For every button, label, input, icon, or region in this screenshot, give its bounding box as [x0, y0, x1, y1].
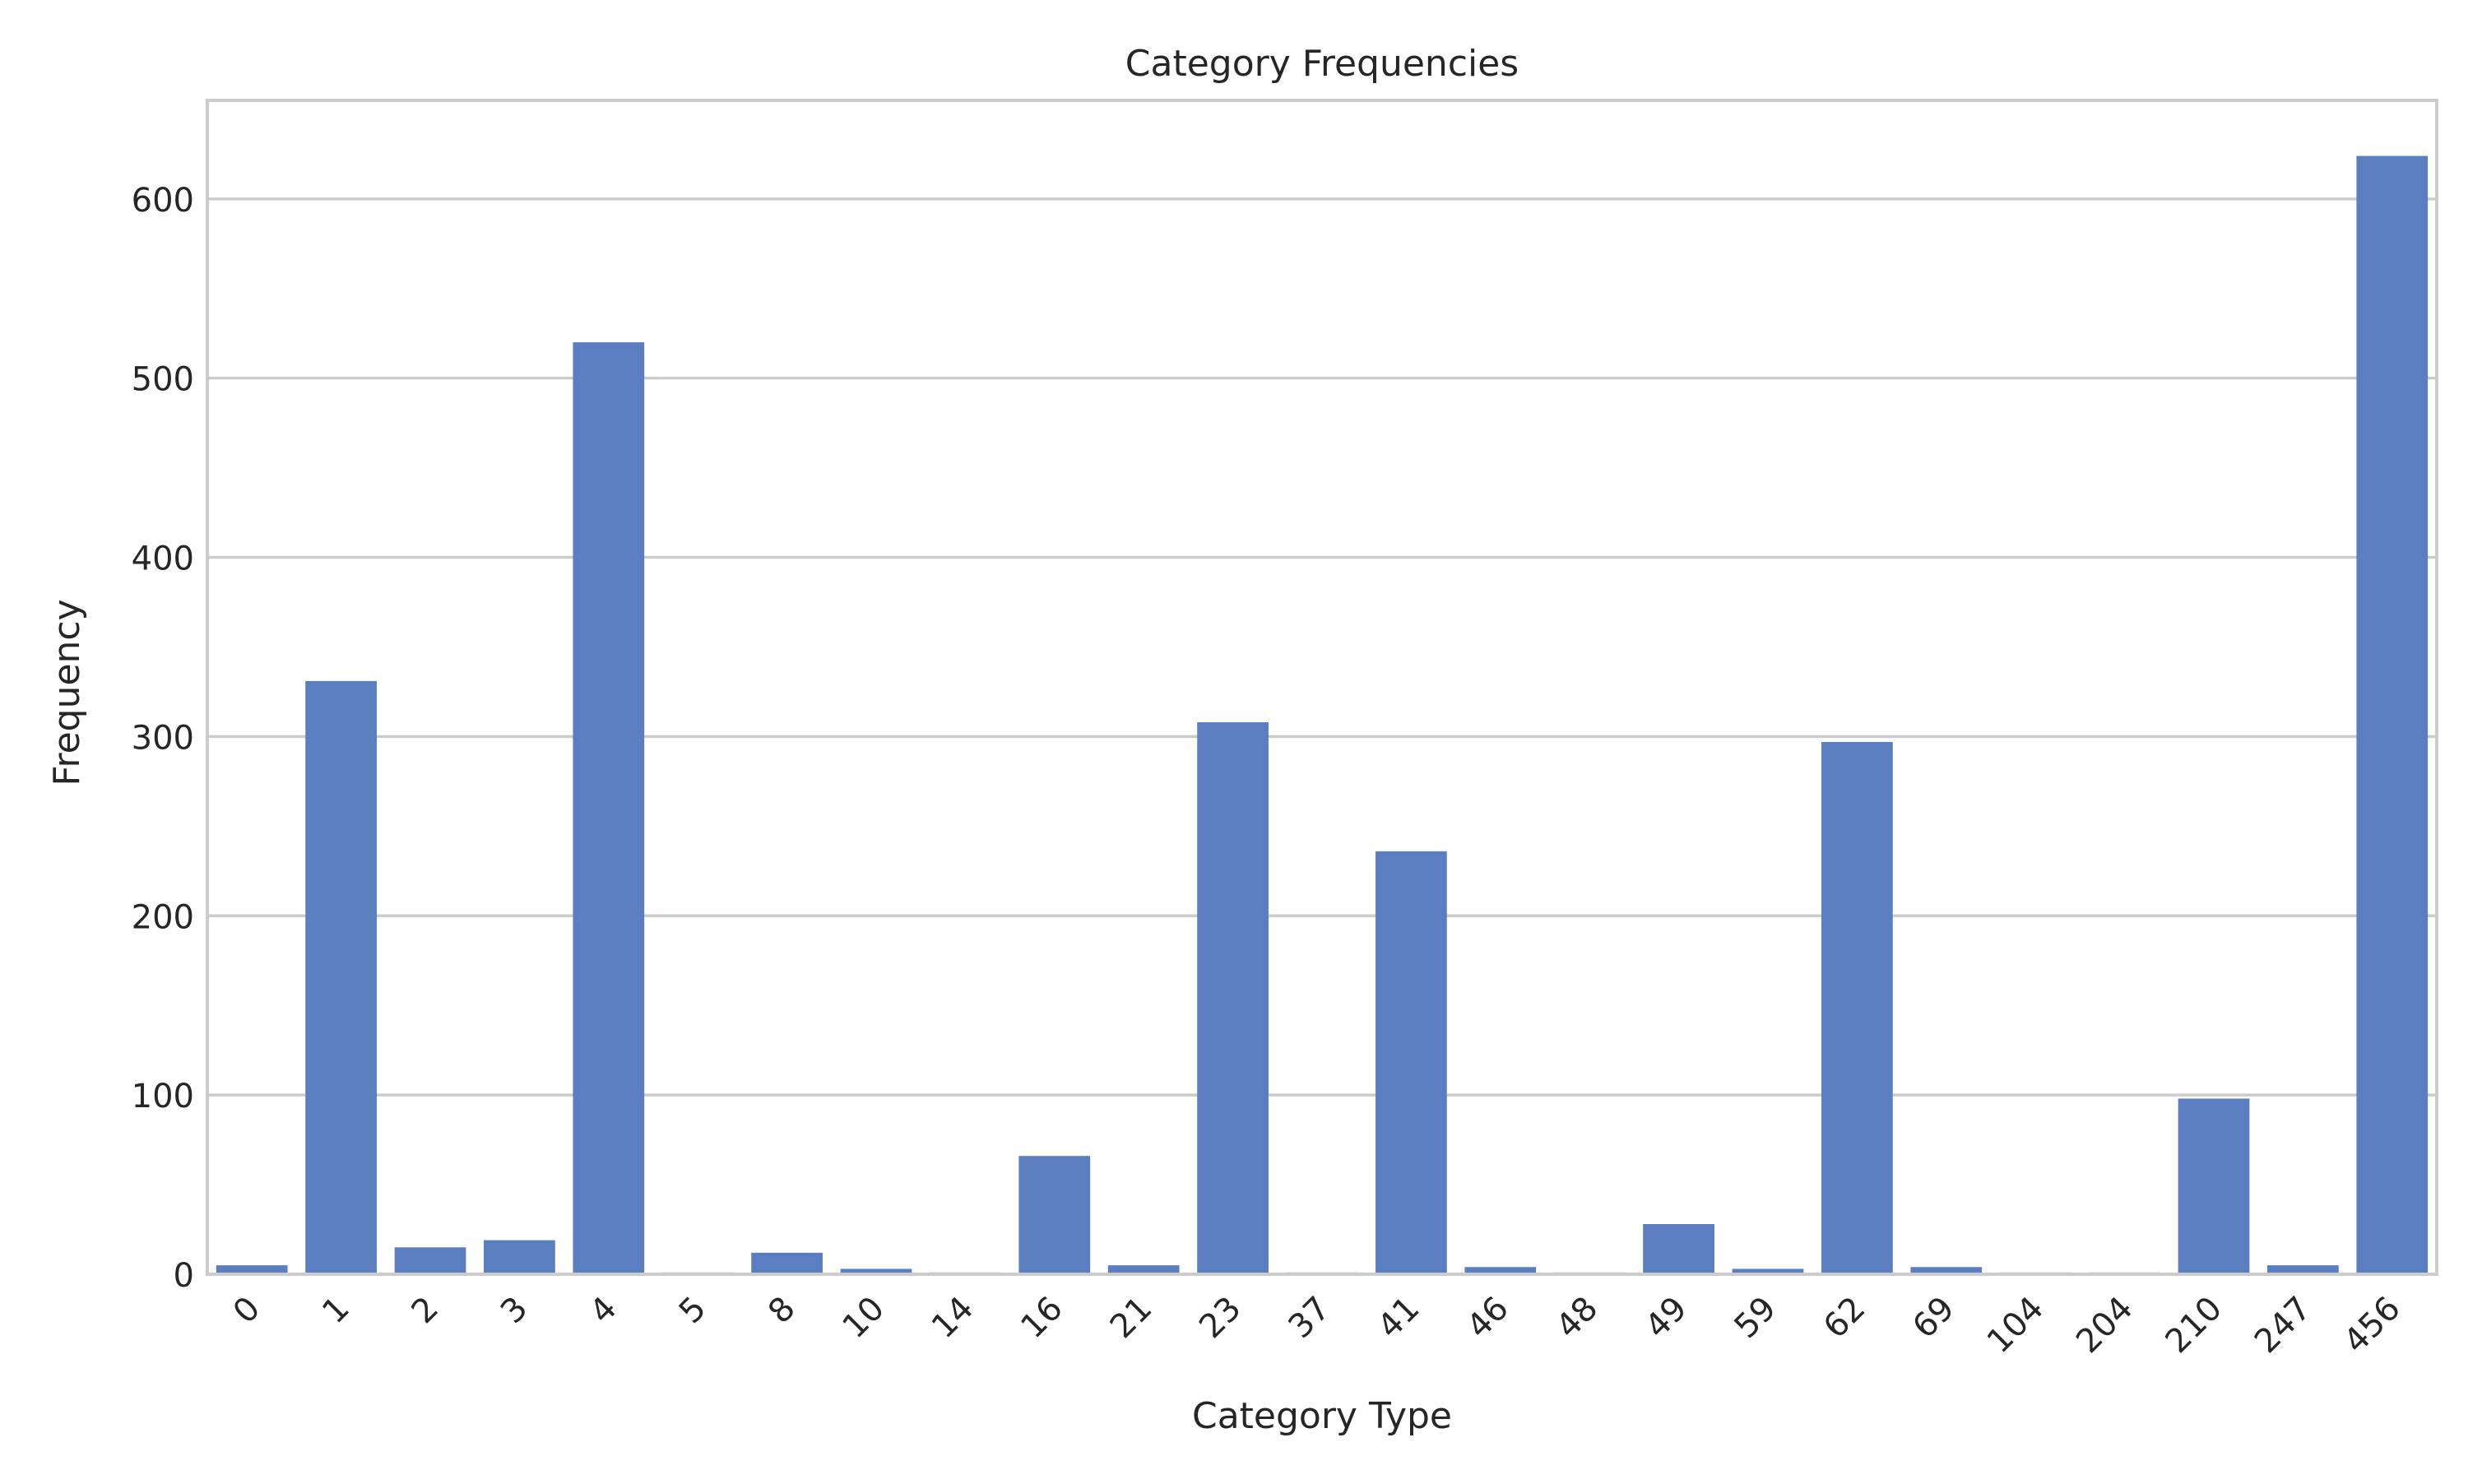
x-tick-labels: 0 1 2 3 4 5 8 10 14 16 21 23 37 41 46 48 49 59 62 69 104 204 2…	[226, 1290, 2408, 1361]
x-tick-label: 247	[2248, 1290, 2319, 1361]
bar-4	[573, 342, 645, 1274]
y-tick-label: 100	[132, 1078, 194, 1115]
x-tick-label: 14	[925, 1290, 981, 1347]
bar-21	[1107, 1265, 1180, 1274]
chart-title: Category Frequencies	[1125, 43, 1519, 85]
bar-59	[1732, 1268, 1804, 1274]
y-tick-label: 0	[174, 1257, 194, 1295]
grid-lines	[207, 197, 2437, 1276]
y-tick-labels: 0 100 200 300 400 500 600	[132, 182, 194, 1295]
x-tick-label: 23	[1192, 1290, 1249, 1347]
x-tick-label: 8	[761, 1290, 803, 1332]
bar-69	[1910, 1267, 1983, 1274]
x-tick-label: 5	[672, 1290, 714, 1332]
y-tick-label: 200	[132, 898, 194, 936]
y-tick-label: 300	[132, 719, 194, 757]
bar-247	[2267, 1265, 2339, 1274]
x-tick-label: 10	[836, 1290, 893, 1347]
x-tick-label: 3	[494, 1290, 536, 1332]
x-tick-label: 210	[2159, 1290, 2230, 1361]
x-tick-label: 4	[582, 1290, 624, 1332]
bar-1	[305, 680, 377, 1274]
bar-8	[751, 1252, 823, 1274]
bar-2	[394, 1247, 466, 1274]
plot-frame	[206, 99, 2438, 1276]
x-tick-label: 37	[1282, 1290, 1338, 1347]
x-tick-label: 59	[1728, 1290, 1784, 1347]
bar-10	[840, 1268, 912, 1274]
y-axis-label: Frequency	[46, 599, 88, 786]
x-axis-label: Category Type	[1192, 1395, 1452, 1437]
y-tick-label: 400	[132, 540, 194, 578]
x-tick-label: 48	[1549, 1290, 1606, 1347]
x-tick-label: 0	[226, 1290, 268, 1332]
bar-62	[1821, 741, 1893, 1274]
x-tick-label: 16	[1014, 1290, 1070, 1347]
x-tick-label: 204	[2069, 1290, 2141, 1361]
bar-0	[216, 1265, 288, 1274]
x-tick-label: 41	[1371, 1290, 1427, 1347]
bar-456	[2356, 155, 2429, 1275]
x-tick-label: 1	[315, 1290, 357, 1332]
x-tick-label: 2	[405, 1290, 447, 1332]
bar-16	[1018, 1156, 1091, 1274]
bar-46	[1464, 1267, 1537, 1274]
x-tick-label: 62	[1816, 1290, 1873, 1347]
x-tick-label: 456	[2336, 1290, 2408, 1361]
x-tick-label: 49	[1638, 1290, 1695, 1347]
bar-49	[1643, 1223, 1714, 1274]
bar-23	[1197, 721, 1269, 1274]
x-tick-label: 46	[1459, 1290, 1516, 1347]
y-tick-label: 600	[132, 182, 194, 220]
y-tick-label: 500	[132, 361, 194, 399]
bar-3	[484, 1240, 555, 1274]
bars	[216, 155, 2429, 1275]
bar-210	[2178, 1098, 2250, 1274]
bar-41	[1375, 851, 1447, 1274]
x-tick-label: 69	[1905, 1290, 1962, 1347]
x-tick-label: 104	[1980, 1290, 2052, 1361]
x-tick-label: 21	[1103, 1290, 1160, 1347]
